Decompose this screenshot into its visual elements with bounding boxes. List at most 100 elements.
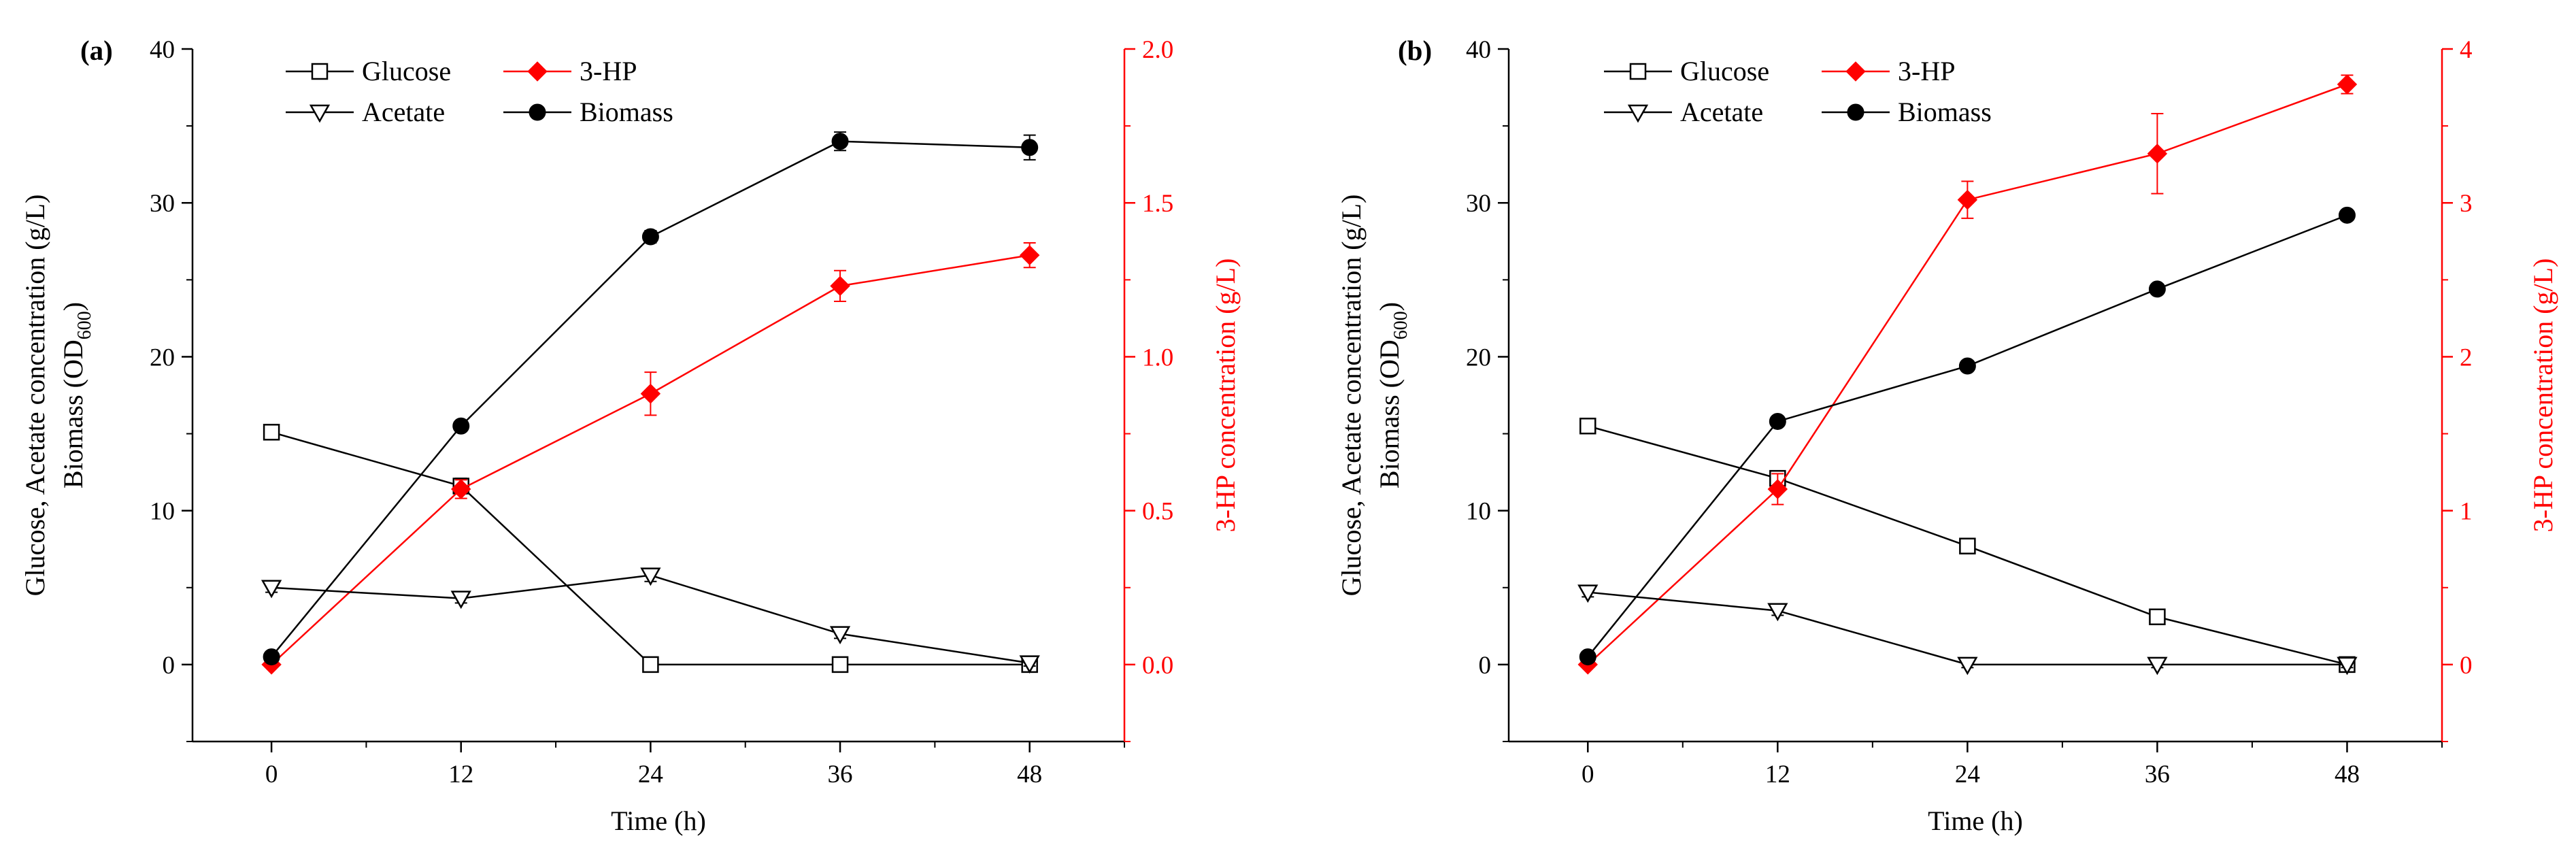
legend-item-3-hp: 3-HP [503, 56, 637, 86]
data-point-glucose [1959, 537, 1976, 554]
y-axis-title-line1: Glucose, Acetate concentration (g/L) [1336, 195, 1367, 597]
data-point-3-hp [1767, 479, 1788, 499]
legend-item-biomass: Biomass [1822, 97, 1992, 127]
x-tick-label: 0 [265, 761, 278, 788]
panel-label: (b) [1398, 35, 1432, 66]
data-point-biomass [1958, 357, 1976, 375]
y2-tick-label: 1 [2460, 498, 2473, 526]
y-axis-title-close: ) [58, 302, 88, 311]
data-point-glucose [263, 424, 280, 441]
data-point-biomass [1021, 139, 1039, 156]
data-point-3-hp [2337, 74, 2358, 95]
legend-item-acetate: Acetate [1604, 97, 1763, 127]
data-point-acetate [640, 567, 661, 586]
data-point-biomass [641, 228, 659, 246]
y-tick-label: 20 [150, 344, 175, 371]
legend-item-acetate: Acetate [286, 97, 445, 127]
data-point-acetate [829, 626, 851, 645]
x-tick-label: 0 [1582, 761, 1594, 788]
series-line-glucose [271, 431, 1030, 666]
legend-label: Acetate [1680, 97, 1763, 127]
legend-marker-glucose [311, 63, 329, 80]
y-axis-title-subscript: 600 [74, 311, 95, 339]
series-line-3-hp [271, 254, 1030, 665]
data-point-biomass [263, 648, 280, 666]
legend-marker-acetate [1627, 104, 1649, 123]
y2-tick-label: 4 [2460, 36, 2473, 64]
legend-label: 3-HP [1898, 56, 1955, 86]
series-biomass [263, 131, 1039, 666]
y-tick-label: 10 [150, 498, 175, 526]
series-acetate [1577, 584, 2358, 676]
series-biomass [1579, 206, 2356, 666]
data-point-acetate [1767, 603, 1788, 622]
legend-marker-glucose [1629, 63, 1647, 80]
x-tick-label: 24 [638, 761, 663, 788]
legend-item-glucose: Glucose [286, 56, 451, 86]
legend-item-glucose: Glucose [1604, 56, 1769, 86]
y2-tick-label: 3 [2460, 190, 2473, 218]
legend-label: 3-HP [580, 56, 637, 86]
x-tick-label: 48 [2335, 761, 2360, 788]
y-axis-title: Glucose, Acetate concentration (g/L) Biom… [20, 195, 95, 597]
data-point-acetate [2147, 656, 2168, 676]
x-axis-title: Time (h) [611, 805, 706, 836]
y-axis-title-close: ) [1374, 302, 1405, 311]
legend-item-3-hp: 3-HP [1822, 56, 1955, 86]
y2-tick-label: 0.5 [1142, 498, 1173, 526]
series-glucose [263, 424, 1038, 673]
legend-marker-3-hp [1845, 61, 1866, 82]
y2-axis-title: 3-HP concentration (g/L) [2528, 259, 2558, 533]
legend-label: Biomass [580, 97, 673, 127]
data-point-3-hp [1957, 189, 1978, 210]
y2-tick-label: 2.0 [1142, 36, 1173, 64]
y-tick-label: 40 [150, 36, 175, 64]
data-point-biomass [831, 133, 849, 150]
y-tick-label: 40 [1466, 36, 1491, 64]
data-point-acetate [2337, 656, 2358, 676]
x-tick-label: 36 [828, 761, 853, 788]
y-axis-title-subscript: 600 [1390, 311, 1411, 339]
y-tick-label: 20 [1466, 344, 1491, 371]
legend-label: Glucose [1680, 56, 1769, 86]
data-point-glucose [1579, 417, 1596, 435]
y2-axis-title: 3-HP concentration (g/L) [1210, 259, 1241, 533]
y-tick-label: 10 [1466, 498, 1491, 526]
data-point-glucose [642, 656, 659, 673]
x-tick-label: 12 [448, 761, 473, 788]
data-point-3-hp [451, 479, 471, 499]
y-axis-title: Glucose, Acetate concentration (g/L) Biom… [1336, 195, 1411, 597]
series-acetate [261, 567, 1040, 674]
data-point-acetate [1957, 656, 1978, 676]
data-point-biomass [2338, 206, 2356, 224]
x-tick-label: 12 [1765, 761, 1790, 788]
data-point-acetate [1019, 655, 1040, 674]
legend-label: Glucose [362, 56, 451, 86]
y-axis-title-line2: Biomass (OD [58, 339, 88, 488]
y-tick-label: 30 [150, 190, 175, 218]
data-point-glucose [2149, 608, 2166, 626]
data-point-acetate [1577, 584, 1599, 603]
y-tick-label: 0 [163, 652, 175, 680]
series-line-biomass [1587, 214, 2347, 658]
y-tick-label: 0 [1479, 652, 1492, 680]
legend-marker-3-hp [527, 61, 548, 82]
panel-label: (a) [80, 35, 113, 66]
legend: Glucose 3-HP Acetate Biomass [1604, 56, 1992, 127]
x-tick-label: 24 [1955, 761, 1980, 788]
data-point-acetate [261, 580, 282, 599]
y2-tick-label: 1.0 [1142, 344, 1173, 371]
legend-marker-biomass [529, 103, 546, 121]
y2-tick-label: 0 [2460, 652, 2473, 680]
series-3-hp [261, 242, 1040, 675]
chart-panel-a: 0 12 24 36 48 0 10 20 30 40 0.0 0.5 1.0 1.5 2.0 Time (h… [20, 35, 1241, 836]
legend-label: Acetate [362, 97, 445, 127]
y-axis-title-line1: Glucose, Acetate concentration (g/L) [20, 195, 50, 597]
legend-label: Biomass [1898, 97, 1992, 127]
data-point-biomass [1769, 412, 1786, 430]
data-point-3-hp [640, 384, 661, 404]
legend-marker-acetate [309, 104, 331, 123]
data-point-3-hp [1019, 245, 1040, 265]
x-tick-label: 48 [1017, 761, 1042, 788]
